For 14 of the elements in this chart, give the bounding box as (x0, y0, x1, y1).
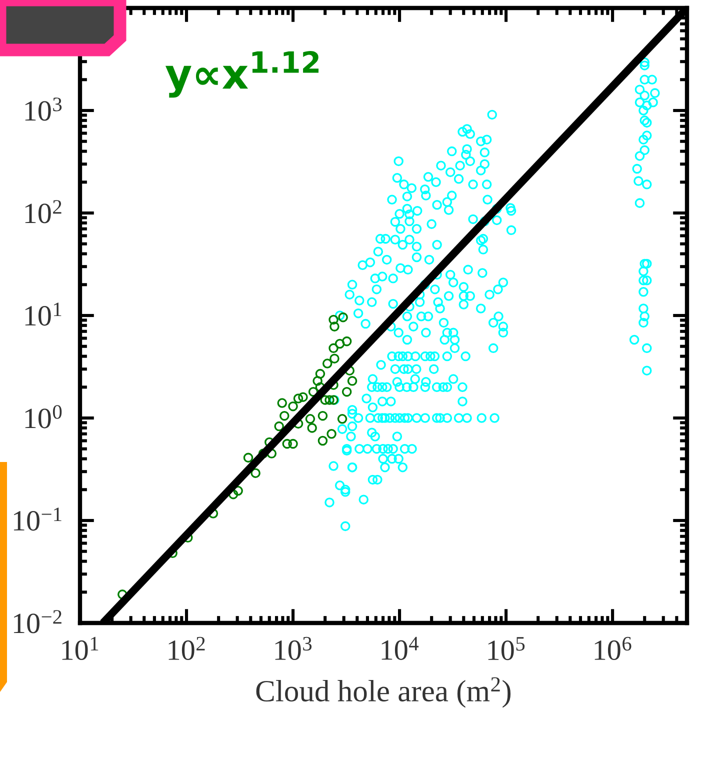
x-tick-label: 10$^{3}$ (275, 636, 312, 660)
y-tick-label: 10$^{0}$ (25, 405, 62, 428)
y-tick-label: 10$^{1}$ (25, 302, 62, 326)
x-axis-title: Cloud hole area (m$^{2}$) (256, 677, 511, 708)
x-tick-label: 10$^{4}$ (382, 636, 419, 660)
y-tick-label: 10$^{2}$ (25, 200, 62, 224)
y-tick-label: 10$^{−2}$ (14, 610, 62, 634)
annotation: y∝x$^{1.12}$ (165, 51, 319, 98)
x-tick-label: 10$^{1}$ (62, 636, 98, 660)
x-tick-label: 10$^{6}$ (594, 636, 632, 660)
x-tick-label: 10$^{2}$ (168, 636, 205, 660)
x-tick-label: 10$^{5}$ (488, 637, 525, 660)
y-tick-label: 10$^{−1}$ (14, 508, 62, 531)
y-tick-label: 10$^{3}$ (25, 98, 62, 121)
